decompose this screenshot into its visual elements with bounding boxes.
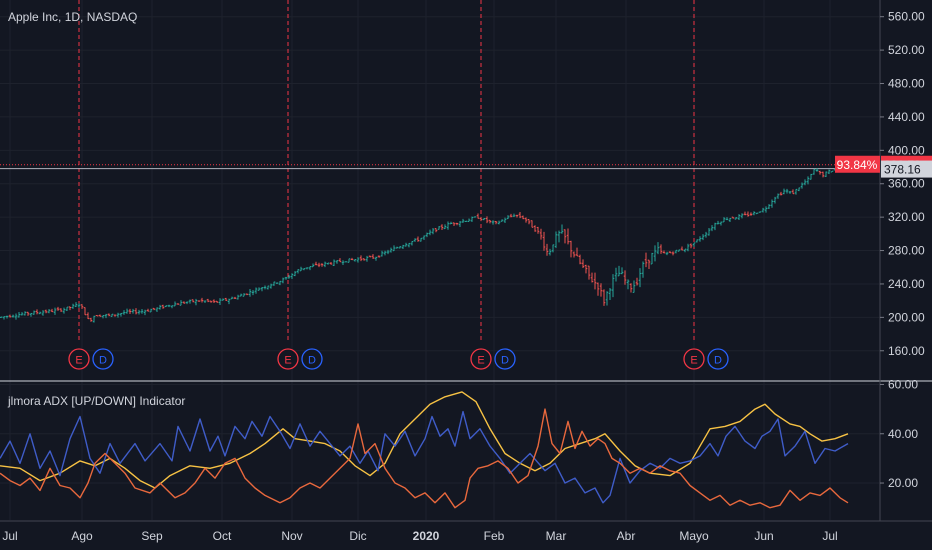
dividend-marker: [494, 348, 516, 370]
earnings-marker-label: E: [75, 355, 82, 367]
earnings-marker-label: E: [284, 355, 291, 367]
price-axis-label: 520.00: [888, 43, 925, 57]
percent-label-box: [835, 155, 880, 173]
dividend-marker-label: D: [714, 355, 722, 367]
price-axis-label: 440.00: [888, 110, 925, 124]
percent-label: 93.84%: [837, 158, 878, 172]
time-axis-label: Ago: [71, 529, 93, 543]
main-chart-title: Apple Inc, 1D, NASDAQ: [8, 10, 138, 24]
last-close-label-box: [881, 160, 932, 178]
time-axis-label: Jul: [2, 529, 17, 543]
indicator-axis-label: 40.00: [888, 427, 918, 441]
dividend-marker: [301, 348, 323, 370]
price-axis-label: 400.00: [888, 143, 925, 157]
earnings-marker: [470, 348, 492, 370]
indicator-title: jlmora ADX [UP/DOWN] Indicator: [8, 394, 186, 408]
earnings-marker: [683, 348, 705, 370]
di-minus-line: [0, 408, 849, 509]
time-axis-label: Mayo: [679, 529, 709, 543]
time-axis-label: Jun: [754, 529, 773, 543]
time-axis-label: Dic: [349, 529, 366, 543]
price-axis-label: 560.00: [888, 10, 925, 24]
price-axis-label: 160.00: [888, 344, 925, 358]
dividend-marker-label: D: [99, 355, 107, 367]
time-axis-label: Oct: [213, 529, 232, 543]
indicator-axis-label: 20.00: [888, 476, 918, 490]
price-axis-label: 280.00: [888, 244, 925, 258]
dividend-marker-label: D: [501, 355, 509, 367]
time-axis-label: 2020: [413, 529, 440, 543]
di-plus-line: [0, 410, 849, 504]
price-axis-label: 360.00: [888, 177, 925, 191]
price-axis-label: 320.00: [888, 210, 925, 224]
earnings-marker: [68, 348, 90, 370]
price-axis-label: 200.00: [888, 310, 925, 324]
time-axis-label: Jul: [822, 529, 837, 543]
time-axis-label: Nov: [281, 529, 302, 543]
dividend-marker-label: D: [308, 355, 316, 367]
earnings-marker-label: E: [477, 355, 484, 367]
last-close-label: 378.16: [884, 163, 921, 177]
dividend-marker: [92, 348, 114, 370]
time-axis-label: Feb: [484, 529, 505, 543]
time-axis-label: Sep: [141, 529, 163, 543]
price-axis-label: 240.00: [888, 277, 925, 291]
time-axis-label: Abr: [617, 529, 636, 543]
time-axis-label: Mar: [546, 529, 567, 543]
dividend-marker: [707, 348, 729, 370]
earnings-marker-label: E: [690, 355, 697, 367]
earnings-marker: [277, 348, 299, 370]
price-axis-label: 480.00: [888, 77, 925, 91]
indicator-axis-label: 60.00: [888, 377, 918, 391]
